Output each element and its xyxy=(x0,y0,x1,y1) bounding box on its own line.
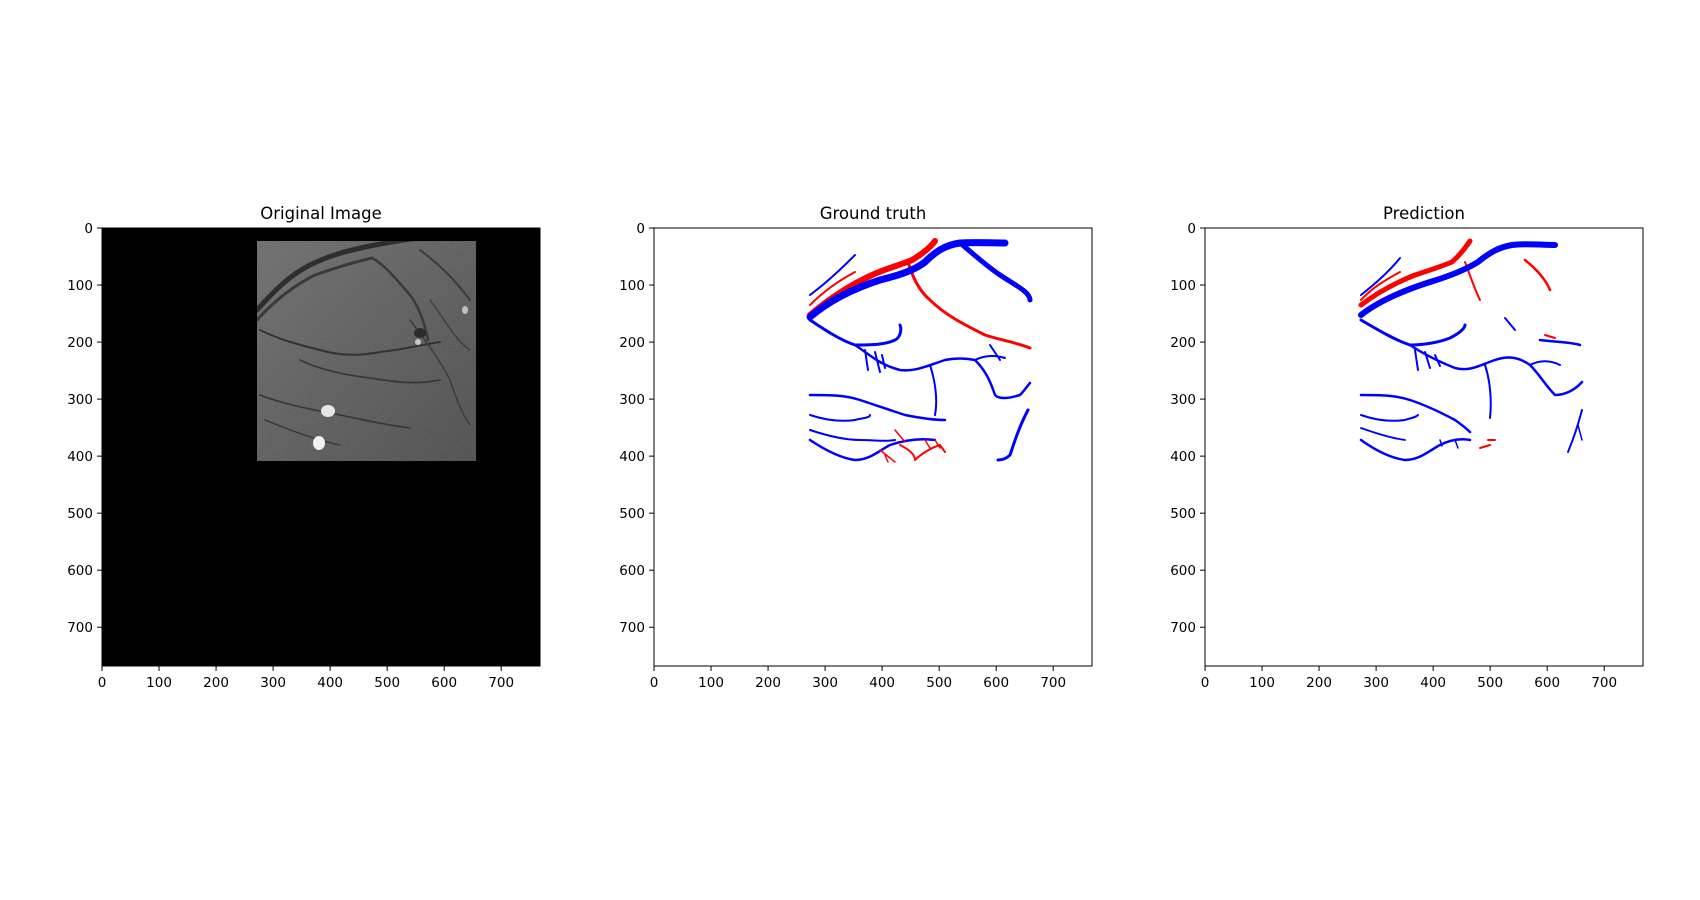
x-tick-label: 700 xyxy=(488,675,514,691)
panel-title-ground-truth: Ground truth xyxy=(820,204,927,223)
y-tick-label: 0 xyxy=(636,221,645,237)
y-tick-label: 700 xyxy=(1170,620,1196,636)
x-axis-ground-truth: 0 100 200 300 400 500 600 700 xyxy=(650,666,1066,691)
x-tick-label: 400 xyxy=(317,675,343,691)
x-axis-original: 0 100 200 300 400 500 600 700 xyxy=(98,666,514,691)
prediction-mask xyxy=(1205,228,1643,666)
x-tick-label: 0 xyxy=(1201,675,1210,691)
y-tick-label: 500 xyxy=(619,506,645,522)
panel-title-prediction: Prediction xyxy=(1383,204,1465,223)
x-tick-label: 500 xyxy=(1477,675,1503,691)
x-tick-label: 500 xyxy=(926,675,952,691)
ground-truth-mask xyxy=(654,228,1092,666)
y-tick-label: 0 xyxy=(84,221,93,237)
x-tick-label: 600 xyxy=(1534,675,1560,691)
y-tick-label: 600 xyxy=(619,563,645,579)
x-tick-label: 300 xyxy=(812,675,838,691)
x-tick-label: 100 xyxy=(1249,675,1275,691)
y-axis-prediction: 0 100 200 300 400 500 600 700 xyxy=(1170,221,1205,636)
x-tick-label: 300 xyxy=(1363,675,1389,691)
y-tick-label: 200 xyxy=(1170,335,1196,351)
y-tick-label: 100 xyxy=(1170,278,1196,294)
y-tick-label: 200 xyxy=(67,335,93,351)
x-tick-label: 100 xyxy=(146,675,172,691)
panel-ground-truth: Ground truth xyxy=(619,204,1093,691)
axes-frame-original xyxy=(101,227,541,667)
y-tick-label: 300 xyxy=(67,392,93,408)
x-tick-label: 400 xyxy=(869,675,895,691)
panel-prediction: Prediction xyxy=(1170,204,1644,691)
y-tick-label: 300 xyxy=(619,392,645,408)
x-tick-label: 0 xyxy=(98,675,107,691)
y-axis-ground-truth: 0 100 200 300 400 500 600 700 xyxy=(619,221,654,636)
y-tick-label: 400 xyxy=(619,449,645,465)
x-tick-label: 600 xyxy=(983,675,1009,691)
x-tick-label: 200 xyxy=(1306,675,1332,691)
axes-frame-ground-truth xyxy=(653,227,1093,667)
y-tick-label: 500 xyxy=(1170,506,1196,522)
original-image xyxy=(102,228,540,666)
y-tick-label: 100 xyxy=(67,278,93,294)
y-tick-label: 100 xyxy=(619,278,645,294)
x-tick-label: 400 xyxy=(1420,675,1446,691)
panel-original: Original Image xyxy=(67,204,541,691)
x-tick-label: 700 xyxy=(1591,675,1617,691)
y-axis-original: 0 100 200 300 400 500 600 700 xyxy=(67,221,102,636)
y-tick-label: 600 xyxy=(67,563,93,579)
axes-frame-prediction xyxy=(1204,227,1644,667)
fundus-crop xyxy=(257,241,476,461)
y-tick-label: 700 xyxy=(67,620,93,636)
y-tick-label: 700 xyxy=(619,620,645,636)
x-tick-label: 200 xyxy=(203,675,229,691)
x-axis-prediction: 0 100 200 300 400 500 600 700 xyxy=(1201,666,1617,691)
y-tick-label: 0 xyxy=(1187,221,1196,237)
y-tick-label: 400 xyxy=(67,449,93,465)
y-tick-label: 400 xyxy=(1170,449,1196,465)
panel-title-original: Original Image xyxy=(260,204,382,223)
y-tick-label: 500 xyxy=(67,506,93,522)
x-tick-label: 0 xyxy=(650,675,659,691)
x-tick-label: 200 xyxy=(755,675,781,691)
y-tick-label: 300 xyxy=(1170,392,1196,408)
x-tick-label: 300 xyxy=(260,675,286,691)
x-tick-label: 100 xyxy=(698,675,724,691)
x-tick-label: 700 xyxy=(1040,675,1066,691)
x-tick-label: 500 xyxy=(374,675,400,691)
y-tick-label: 200 xyxy=(619,335,645,351)
x-tick-label: 600 xyxy=(431,675,457,691)
y-tick-label: 600 xyxy=(1170,563,1196,579)
